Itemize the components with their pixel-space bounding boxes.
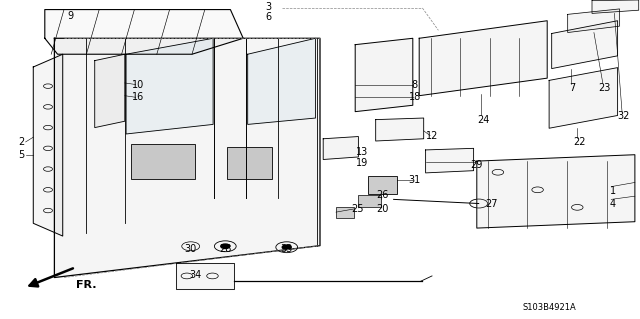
- Text: 1: 1: [610, 186, 616, 196]
- Text: 22: 22: [573, 137, 586, 147]
- Text: 23: 23: [598, 83, 611, 93]
- Polygon shape: [355, 38, 413, 112]
- Text: 27: 27: [485, 198, 498, 209]
- Text: 24: 24: [477, 115, 490, 125]
- Text: FR.: FR.: [76, 279, 97, 290]
- Text: 10: 10: [131, 79, 144, 90]
- Polygon shape: [45, 10, 243, 54]
- Polygon shape: [552, 21, 618, 69]
- Bar: [131, 144, 195, 179]
- Text: 25: 25: [351, 204, 364, 214]
- Text: 28: 28: [219, 244, 232, 255]
- Polygon shape: [426, 148, 474, 173]
- Text: 7: 7: [570, 83, 576, 93]
- Bar: [336, 207, 354, 218]
- Polygon shape: [248, 38, 316, 124]
- Text: 30: 30: [184, 244, 197, 255]
- Circle shape: [282, 245, 291, 249]
- Bar: [368, 176, 397, 194]
- Polygon shape: [176, 263, 234, 289]
- Text: 32: 32: [618, 111, 630, 122]
- Polygon shape: [419, 21, 547, 96]
- Text: 9: 9: [67, 11, 74, 21]
- Polygon shape: [33, 54, 63, 236]
- Text: 2: 2: [19, 137, 25, 147]
- Text: 4: 4: [610, 198, 616, 209]
- Text: 13: 13: [355, 146, 368, 157]
- Bar: [358, 195, 381, 207]
- Text: 8: 8: [412, 79, 418, 90]
- Text: 5: 5: [19, 150, 25, 160]
- Text: 29: 29: [470, 160, 483, 170]
- Text: 3: 3: [266, 2, 272, 12]
- Text: 19: 19: [355, 158, 368, 168]
- Text: 33: 33: [280, 244, 293, 255]
- Text: 18: 18: [408, 92, 421, 102]
- Circle shape: [221, 244, 230, 249]
- Text: S103B4921A: S103B4921A: [522, 303, 576, 312]
- Polygon shape: [549, 68, 618, 128]
- Polygon shape: [323, 137, 358, 160]
- Bar: [227, 147, 272, 179]
- Text: 34: 34: [189, 270, 202, 280]
- Polygon shape: [54, 38, 320, 278]
- Text: 16: 16: [131, 92, 144, 102]
- Text: 12: 12: [426, 130, 438, 141]
- Text: 31: 31: [408, 175, 421, 185]
- Polygon shape: [477, 155, 635, 228]
- Polygon shape: [568, 9, 620, 33]
- Text: 6: 6: [266, 12, 272, 22]
- Text: 20: 20: [376, 204, 389, 214]
- Text: 26: 26: [376, 190, 389, 200]
- Polygon shape: [376, 118, 424, 141]
- Polygon shape: [592, 0, 639, 13]
- Polygon shape: [95, 54, 125, 128]
- Polygon shape: [126, 38, 213, 134]
